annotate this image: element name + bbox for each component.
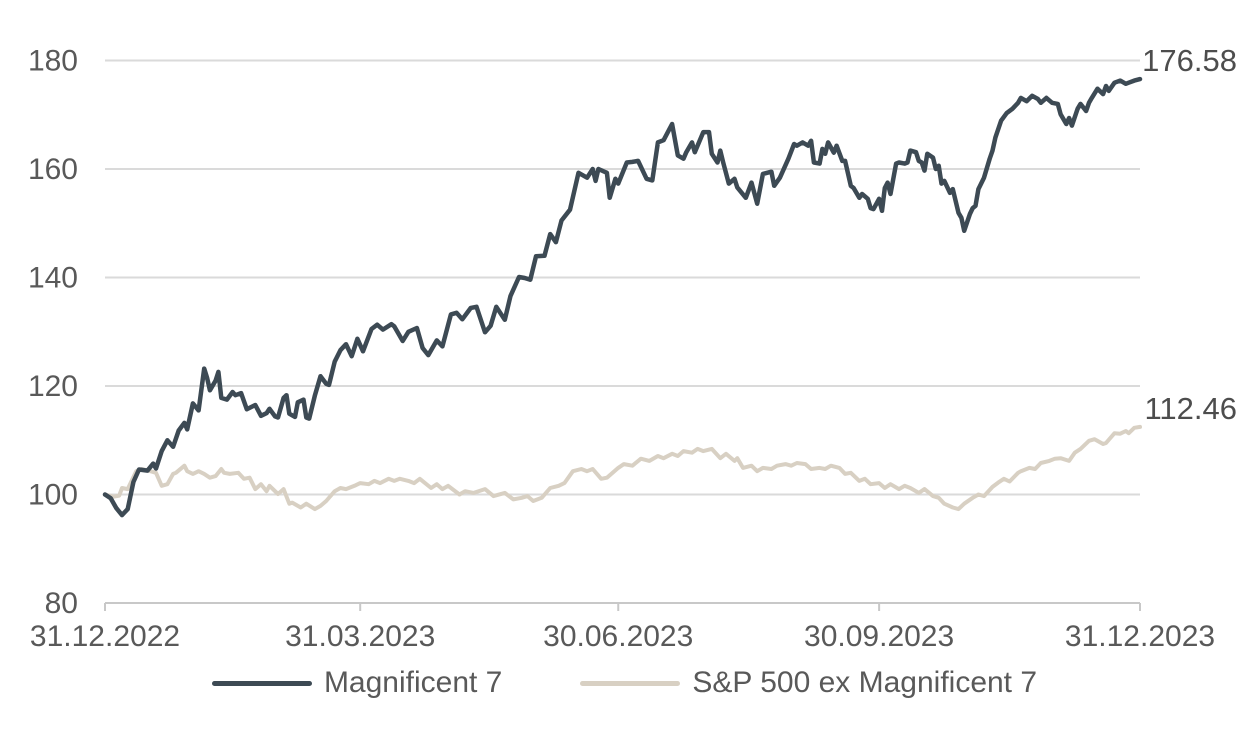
series-end-value-sp500-ex-mag7: 112.46: [1144, 391, 1237, 426]
y-tick-label-80: 80: [45, 587, 78, 620]
legend-item-sp500-ex-mag7: S&P 500 ex Magnificent 7: [580, 666, 1037, 700]
gridlines: [105, 59, 1140, 496]
legend: Magnificent 7 S&P 500 ex Magnificent 7: [0, 666, 1249, 700]
y-tick-label-100: 100: [28, 479, 78, 512]
series-line-magnificent-7: [102, 76, 1143, 518]
legend-line-swatch-magnificent-7: [211, 680, 312, 686]
x-tick-label-2: 30.06.2023: [543, 620, 693, 653]
y-tick-label-140: 140: [28, 262, 78, 295]
x-tick-label-4: 31.12.2023: [1065, 620, 1215, 653]
y-tick-label-160: 160: [28, 153, 78, 186]
legend-label-sp500-ex-mag7: S&P 500 ex Magnificent 7: [692, 666, 1038, 699]
series-line-s-p-500-ex-magnificent-7: [103, 424, 1142, 512]
x-tick-label-0: 31.12.2022: [30, 620, 180, 653]
x-tick-label-3: 30.09.2023: [804, 620, 954, 653]
legend-item-magnificent-7: Magnificent 7: [211, 666, 503, 700]
x-axis: [104, 602, 1141, 611]
x-tick-label-1: 31.03.2023: [285, 620, 435, 653]
legend-line-swatch-sp500-ex-mag7: [580, 680, 681, 686]
series-lines: [102, 76, 1143, 518]
y-tick-label-120: 120: [28, 370, 78, 403]
series-end-value-magnificent-7: 176.58: [1142, 43, 1237, 78]
y-tick-label-180: 180: [28, 45, 78, 78]
legend-label-magnificent-7: Magnificent 7: [323, 666, 503, 699]
